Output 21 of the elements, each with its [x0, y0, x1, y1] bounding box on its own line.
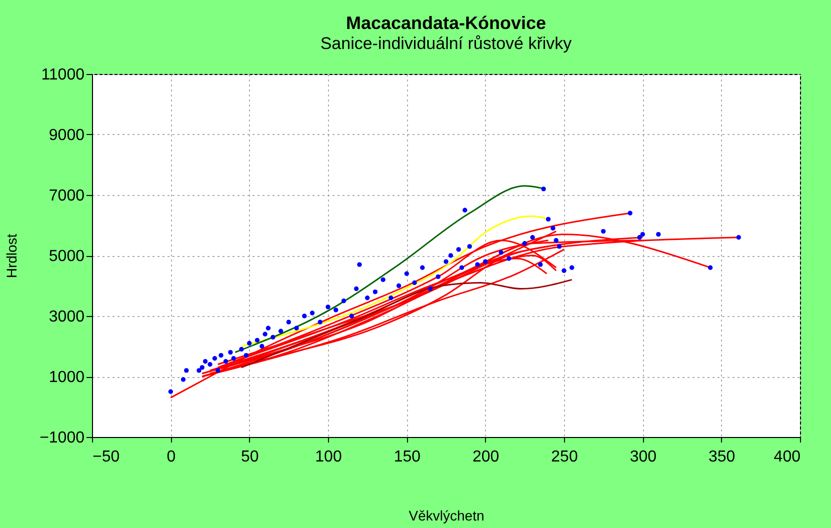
y-tick-label: 5000	[48, 248, 85, 265]
y-tick-label: 1000	[48, 369, 85, 386]
x-tick-label: 100	[315, 448, 342, 466]
chart-title: Macacandata-Kónovice	[346, 13, 546, 33]
x-tick-label: 200	[472, 448, 500, 466]
y-tick-label: 3000	[48, 308, 85, 326]
x-axis-title: Věkvlýchetn	[408, 508, 484, 524]
x-tick-label: 50	[240, 448, 259, 466]
x-tick-label: 0	[166, 448, 176, 466]
x-tick-label: 350	[708, 448, 736, 466]
y-tick-label: −1000	[40, 430, 85, 446]
x-tick-label: 400	[774, 448, 801, 466]
x-tick-label: 300	[630, 448, 657, 466]
y-axis-title: Hrdlost	[4, 234, 20, 278]
chart-subtitle: Sanice-individuální růstové křivky	[320, 34, 572, 53]
x-tick-label: −50	[92, 448, 120, 466]
y-tick-label: 9000	[48, 127, 85, 144]
x-tick-label: 250	[551, 448, 578, 466]
y-tick-label: 7000	[48, 188, 85, 204]
y-tick-label: 11000	[41, 66, 85, 84]
x-tick-label: 150	[394, 448, 421, 466]
